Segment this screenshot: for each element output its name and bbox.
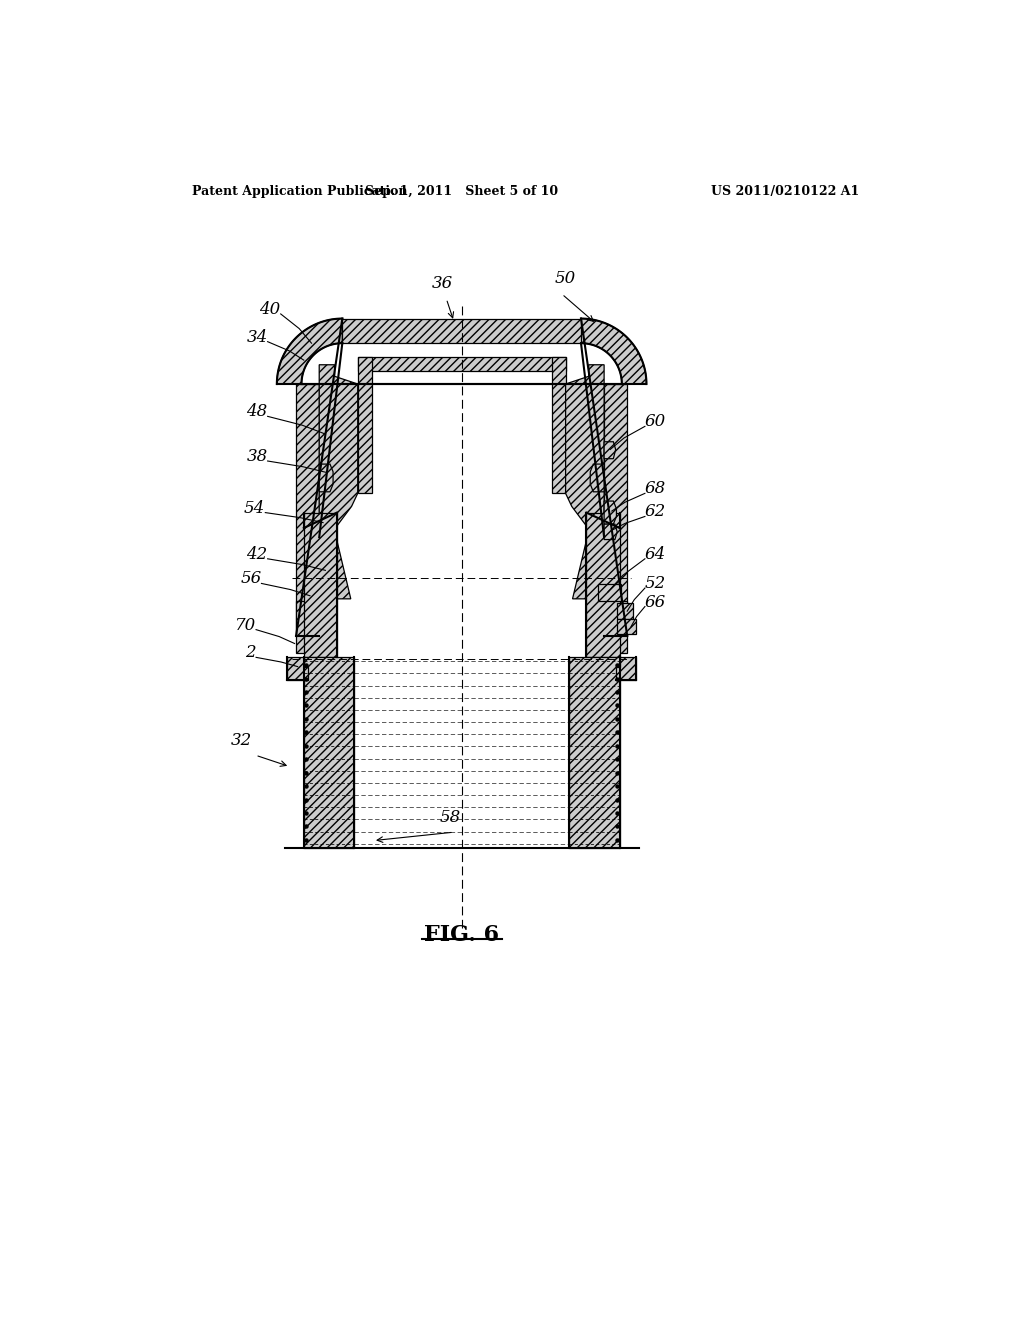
Polygon shape	[357, 358, 565, 371]
Polygon shape	[304, 657, 354, 847]
Text: 36: 36	[432, 275, 453, 292]
Polygon shape	[276, 318, 342, 384]
Text: US 2011/0210122 A1: US 2011/0210122 A1	[711, 185, 859, 198]
Polygon shape	[552, 358, 565, 494]
Text: 54: 54	[244, 499, 265, 516]
Text: 34: 34	[247, 329, 267, 346]
Polygon shape	[304, 512, 337, 657]
Polygon shape	[569, 657, 620, 847]
Text: 42: 42	[247, 545, 267, 562]
Text: 38: 38	[247, 447, 267, 465]
Polygon shape	[604, 502, 616, 524]
Text: 62: 62	[645, 503, 667, 520]
Polygon shape	[588, 601, 628, 653]
Polygon shape	[587, 512, 620, 657]
Polygon shape	[604, 524, 617, 540]
Polygon shape	[617, 603, 634, 619]
Text: 50: 50	[555, 271, 577, 288]
Polygon shape	[296, 384, 319, 636]
Polygon shape	[319, 364, 357, 537]
Polygon shape	[604, 384, 628, 636]
Polygon shape	[296, 601, 336, 653]
Text: 60: 60	[645, 413, 667, 430]
Polygon shape	[572, 537, 604, 599]
Text: Patent Application Publication: Patent Application Publication	[193, 185, 408, 198]
Polygon shape	[342, 318, 581, 343]
Text: 68: 68	[645, 480, 667, 498]
Text: 64: 64	[645, 545, 667, 562]
Polygon shape	[598, 585, 621, 601]
Text: 32: 32	[231, 733, 252, 750]
Text: 58: 58	[439, 809, 461, 826]
Text: 40: 40	[259, 301, 281, 318]
Text: 70: 70	[234, 616, 256, 634]
Polygon shape	[357, 358, 372, 494]
Text: 56: 56	[241, 570, 261, 587]
Polygon shape	[287, 657, 307, 681]
Text: 2: 2	[246, 644, 256, 661]
Polygon shape	[581, 318, 646, 384]
Text: 52: 52	[645, 576, 667, 593]
Text: 66: 66	[645, 594, 667, 611]
Polygon shape	[319, 465, 333, 492]
Polygon shape	[604, 442, 615, 459]
Text: 48: 48	[247, 404, 267, 420]
Polygon shape	[617, 619, 637, 635]
Polygon shape	[319, 537, 351, 599]
Polygon shape	[590, 465, 604, 492]
Polygon shape	[615, 657, 637, 681]
Text: FIG. 6: FIG. 6	[424, 924, 500, 945]
Text: Sep. 1, 2011   Sheet 5 of 10: Sep. 1, 2011 Sheet 5 of 10	[366, 185, 558, 198]
Polygon shape	[565, 364, 604, 537]
